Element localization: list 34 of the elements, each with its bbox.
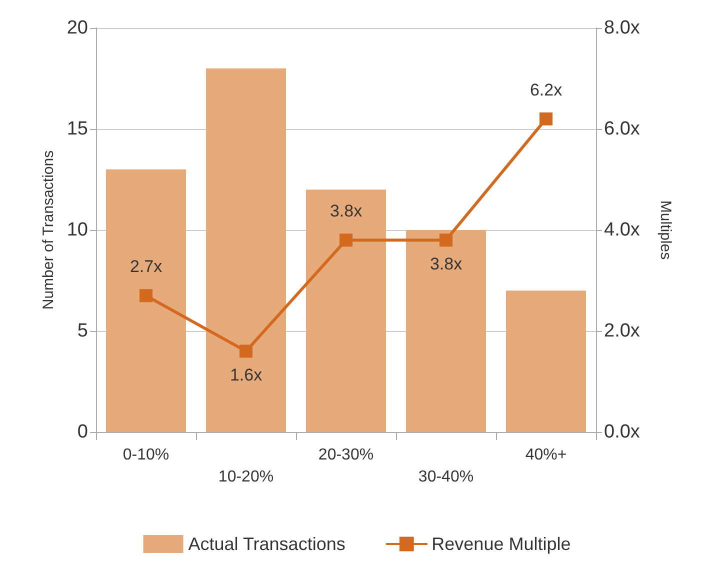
point <box>340 234 352 247</box>
data-label: 1.6x <box>230 366 263 385</box>
point <box>440 234 452 247</box>
bar <box>206 68 286 432</box>
y-axis-title: Number of Transactions <box>40 150 57 310</box>
data-label: 2.7x <box>130 257 163 276</box>
y-tick-label: 15 <box>66 118 88 140</box>
data-label: 3.8x <box>330 202 363 221</box>
y-tick-label: 10 <box>66 220 88 240</box>
point <box>240 344 252 358</box>
y2-tick-label: 2.0x <box>604 320 640 342</box>
y2-tick-label: 4.0x <box>604 220 640 240</box>
point <box>140 289 152 302</box>
point <box>540 112 552 126</box>
y-tick-label: 20 <box>66 18 88 38</box>
x-tick-label: 0-10% <box>122 446 170 464</box>
data-label: 3.8x <box>430 254 463 274</box>
legend-label: Revenue Multiple <box>432 534 571 554</box>
y2-tick-label: 0.0x <box>604 422 640 442</box>
bar <box>106 169 186 432</box>
bar <box>506 290 586 432</box>
bar <box>406 230 486 432</box>
x-tick-label: 40%+ <box>525 446 567 464</box>
y-tick-label: 5 <box>77 320 88 342</box>
x-tick-label: 30-40% <box>418 468 474 486</box>
data-label: 6.2x <box>530 80 563 100</box>
legend-label: Actual Transactions <box>188 534 346 554</box>
y-tick-label: 0 <box>77 422 88 442</box>
x-tick-label: 10-20% <box>218 468 274 486</box>
y2-tick-label: 8.0x <box>604 18 640 38</box>
y2-axis-title: Multiples <box>657 200 674 260</box>
bar <box>306 190 386 432</box>
x-tick-label: 20-30% <box>318 446 374 464</box>
y2-tick-label: 6.0x <box>604 118 640 140</box>
